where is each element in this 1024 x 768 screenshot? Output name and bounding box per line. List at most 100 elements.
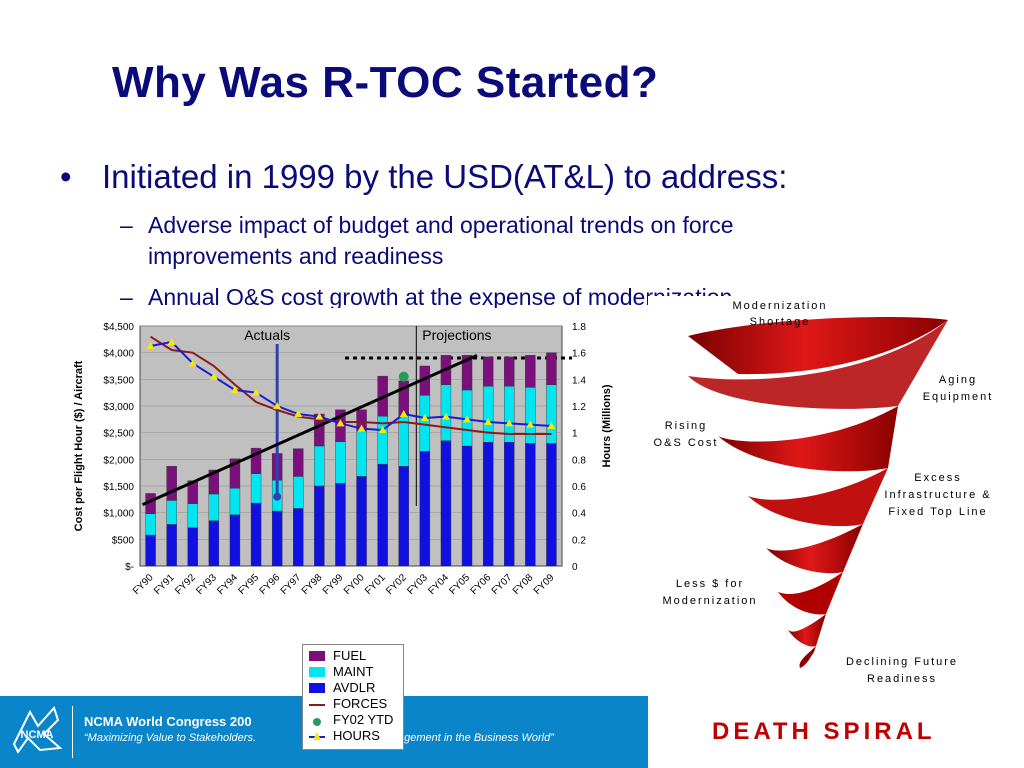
hours-marker	[209, 372, 218, 380]
death-spiral-caption-area	[648, 696, 1024, 768]
spiral-label-line: Modernization	[662, 595, 758, 607]
x-tick-label: FY01	[363, 572, 388, 597]
bar-fuel	[482, 356, 494, 387]
bar-avdlr	[314, 485, 325, 567]
spiral-label-line: Declining Future	[845, 656, 959, 668]
bar-fuel	[504, 356, 515, 387]
hours-marker	[420, 414, 429, 421]
hours-marker	[230, 386, 239, 393]
slide-title: Why Was R-TOC Started?	[112, 58, 659, 107]
bar-fuel	[250, 447, 262, 474]
sub-bullet-2-text: Annual O&S cost growth at the expense of…	[148, 284, 733, 310]
x-tick-label: FY96	[258, 572, 283, 597]
hours-marker	[188, 359, 197, 367]
legend-label: FY02 YTD	[333, 712, 394, 727]
bar-avdlr	[229, 514, 241, 567]
x-tick-label: FY08	[511, 572, 536, 597]
bar-avdlr	[293, 508, 304, 567]
x-tick-label: FY97	[279, 572, 304, 597]
bar-maint	[229, 487, 241, 515]
y-tick-label: $2,000	[103, 455, 134, 466]
chart-legend: FUEL MAINT AVDLR FORCES FY02 YTD HOURS	[302, 644, 404, 750]
bar-fuel	[546, 352, 557, 385]
y2-tick-label: 0.6	[572, 482, 586, 493]
spiral-tornado-icon	[688, 317, 948, 668]
y-axis-title: Cost per Flight Hour ($) / Aircraft	[73, 360, 85, 531]
bar-fuel	[166, 466, 177, 501]
spiral-label-line: Fixed Top Line	[888, 506, 988, 518]
label-declining-readiness: Declining Future Readiness	[834, 656, 970, 685]
bar-avdlr	[398, 466, 409, 567]
bar-fuel	[461, 355, 473, 391]
y-tick-label: $4,500	[103, 322, 134, 333]
x-tick-label: FY99	[321, 572, 346, 597]
y2-tick-label: 0.8	[572, 455, 586, 466]
legend-label: MAINT	[333, 664, 374, 679]
bullet-dot: •	[60, 158, 72, 195]
spiral-label-line: Shortage	[749, 316, 811, 328]
hours-marker	[441, 412, 450, 420]
x-tick-label: FY90	[131, 572, 156, 597]
bar-avdlr	[145, 534, 156, 567]
legend-label: FORCES	[333, 696, 388, 711]
bar-fuel	[208, 469, 220, 495]
bar-avdlr	[208, 520, 220, 567]
spiral-label-line: Modernization	[732, 300, 828, 312]
x-tick-label: FY04	[426, 572, 451, 597]
spiral-label-line: Excess	[914, 472, 962, 484]
annotation-actuals: Actuals	[244, 327, 290, 343]
trend-line	[141, 353, 478, 507]
y-tick-label: $2,500	[103, 429, 134, 440]
bar-avdlr	[356, 476, 367, 567]
bar-avdlr	[525, 443, 536, 567]
spiral-label-line: O&S Cost	[653, 437, 719, 449]
x-tick-label: FY92	[173, 572, 198, 597]
hours-marker	[463, 415, 472, 423]
x-tick-label: FY94	[215, 572, 240, 597]
bar-avdlr	[440, 440, 452, 567]
label-aging-equipment: Aging Equipment	[898, 374, 1018, 403]
legend-swatch	[309, 683, 325, 693]
spiral-label-line: Infrastructure &	[884, 489, 992, 501]
y2-tick-label: 1	[572, 429, 578, 440]
bar-maint	[208, 493, 220, 521]
actuals-marker-dot	[273, 492, 282, 501]
y-tick-label: $-	[125, 562, 134, 573]
x-tick-label: FY93	[194, 572, 219, 597]
y-tick-label: $3,000	[103, 402, 134, 413]
hours-marker	[146, 342, 155, 349]
spiral-label-line: Aging	[938, 374, 978, 386]
hours-marker	[526, 420, 535, 428]
y2-axis-title: Hours (Millions)	[601, 384, 613, 467]
y2-tick-label: 1.8	[572, 322, 586, 333]
label-less-modernization: Less $ for Modernization	[648, 578, 772, 607]
legend-label: FUEL	[333, 648, 367, 663]
label-modernization-shortage: Modernization Shortage	[710, 300, 850, 328]
y2-tick-label: 1.4	[572, 375, 586, 386]
bar-fuel	[525, 355, 536, 388]
bar-avdlr	[546, 443, 557, 567]
hours-marker	[273, 402, 282, 409]
legend-label: AVDLR	[333, 680, 376, 695]
hours-marker	[336, 419, 345, 427]
legend-swatch	[309, 704, 325, 708]
spiral-label-line: Rising	[664, 420, 708, 432]
footer-title: NCMA World Congress 200	[84, 714, 252, 729]
footer-tagline: “Maximizing Value to Stakeholders.	[84, 732, 257, 744]
annotation-projections: Projections	[422, 327, 491, 343]
hours-marker	[505, 419, 514, 427]
bar-avdlr	[377, 463, 388, 567]
bar-avdlr	[166, 524, 177, 567]
y-tick-label: $4,000	[103, 349, 134, 360]
bar-avdlr	[250, 502, 262, 567]
bar-fuel	[293, 448, 304, 477]
bar-avdlr	[271, 510, 283, 567]
x-tick-label: FY07	[490, 572, 515, 597]
legend-swatch	[309, 667, 325, 677]
x-tick-label: FY09	[532, 572, 557, 597]
bar-maint	[440, 384, 452, 441]
x-tick-label: FY05	[447, 572, 472, 597]
bar-maint	[335, 441, 346, 484]
hours-marker	[399, 410, 408, 417]
bar-maint	[356, 430, 367, 477]
